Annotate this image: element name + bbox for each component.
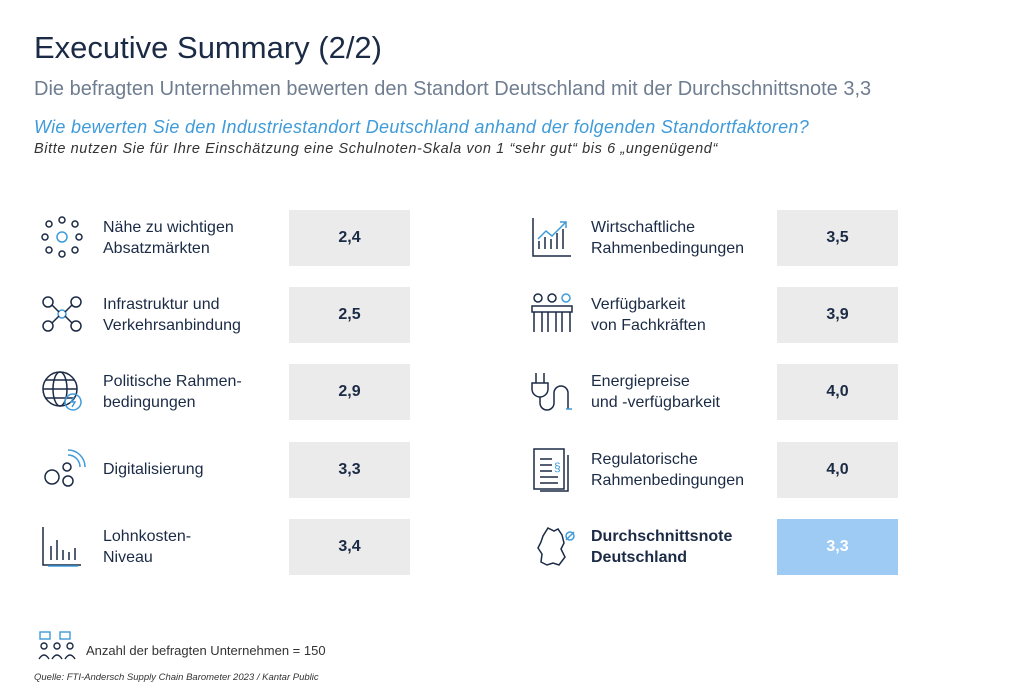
factor-label: Infrastruktur und Verkehrsanbindung	[103, 294, 241, 336]
label-line: Absatzmärkten	[103, 240, 210, 257]
score-box: 2,5	[289, 287, 410, 344]
factor-icon	[41, 216, 83, 258]
factor-label: Wirtschaftliche Rahmenbedingungen	[591, 217, 744, 259]
label-line: Verfügbarkeit	[591, 296, 686, 314]
score-box: 4,0	[777, 364, 898, 421]
label-line: Digitalisierung	[103, 461, 204, 479]
score-box: 3,3	[289, 441, 410, 498]
label-line: Politische Rahmen-	[103, 373, 242, 391]
label-line: Verkehrsanbindung	[103, 317, 241, 335]
label-line: Niveau	[103, 548, 153, 566]
factor-icon	[537, 526, 575, 566]
factor-icon: §	[533, 447, 569, 492]
svg-text:§: §	[554, 460, 561, 474]
label-line: Regulatorische	[591, 450, 698, 468]
label-line: Lohnkosten-	[103, 527, 192, 545]
source: Quelle: FTI-Andersch Supply Chain Barome…	[34, 672, 319, 683]
score-box: 4,0	[777, 441, 898, 498]
title: Executive Summary (2/2)	[34, 30, 382, 65]
label-line: Rahmenbedingungen	[591, 471, 745, 489]
label-line: Wirtschaftliche	[591, 219, 696, 236]
score-box: 3,4	[289, 518, 410, 575]
label-line: bedingungen	[103, 394, 196, 412]
score-box: 3,3	[777, 518, 898, 575]
factor-icon	[44, 448, 86, 487]
instruction: Bitte nutzen Sie für Ihre Einschätzung e…	[34, 141, 718, 157]
score-box: 2,9	[289, 364, 410, 421]
label-line: und -verfügbarkeit	[591, 394, 720, 412]
label-line: Energiepreise	[591, 373, 690, 391]
score-box: 2,4	[289, 210, 410, 266]
factor-icon	[531, 293, 573, 333]
label-line: Infrastruktur und	[103, 296, 220, 314]
factor-label: Nähe zu wichtigen Absatzmärkten	[103, 217, 234, 259]
label-line: Nähe zu wichtigen	[103, 219, 234, 236]
label-line: Durchschnittsnote	[591, 527, 733, 545]
label-line: Deutschland	[591, 548, 688, 566]
factor-label: Digitalisierung	[103, 459, 204, 480]
factor-label: Verfügbarkeit von Fachkräften	[591, 294, 706, 336]
people-icon	[38, 631, 76, 660]
factor-label: Regulatorische Rahmenbedingungen	[591, 449, 744, 491]
factor-label: Politische Rahmen-bedingungen	[103, 371, 242, 413]
subtitle: Die befragten Unternehmen bewerten den S…	[34, 78, 872, 100]
score-box: 3,5	[777, 210, 898, 266]
label-line: von Fachkräften	[591, 317, 706, 335]
score-box: 3,9	[777, 287, 898, 344]
factor-label: Lohnkosten- Niveau	[103, 526, 191, 568]
factor-label: Energiepreise und -verfügbarkeit	[591, 371, 720, 413]
factor-label: Durchschnittsnote Deutschland	[591, 526, 732, 568]
factor-icon	[531, 373, 572, 412]
question: Wie bewerten Sie den Industriestandort D…	[34, 117, 810, 137]
factor-icon	[42, 526, 81, 567]
label-line: Rahmenbedingungen	[591, 240, 745, 257]
factor-icon	[532, 218, 571, 257]
factor-icon	[42, 371, 82, 412]
factor-icon	[42, 296, 82, 332]
note: Anzahl der befragten Unternehmen = 150	[86, 643, 326, 658]
